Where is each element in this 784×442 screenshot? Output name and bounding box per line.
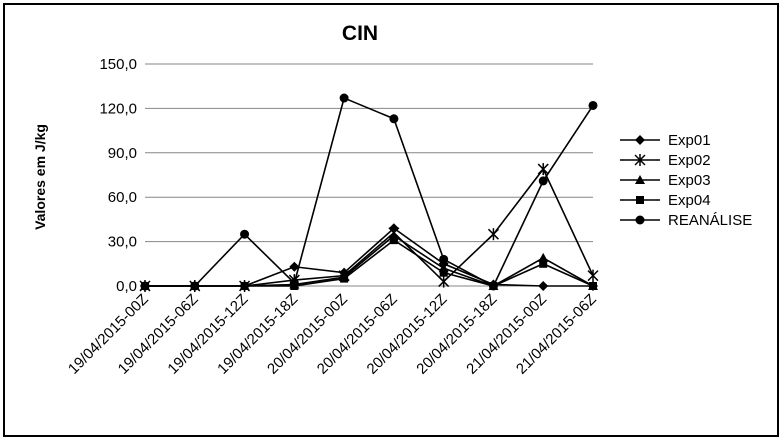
data-point-exp01 xyxy=(538,281,549,291)
legend-marker xyxy=(635,175,645,184)
legend-item-exp01: Exp01 xyxy=(620,132,711,149)
legend-label: Exp01 xyxy=(668,132,711,149)
data-point-exp04 xyxy=(340,274,349,283)
data-point-reanalise xyxy=(289,278,299,288)
legend-label: Exp04 xyxy=(668,192,711,209)
data-point-reanalise xyxy=(339,93,349,103)
data-point-reanalise xyxy=(389,114,399,124)
legend-marker xyxy=(634,154,646,166)
y-axis-label: Valores em J/kg xyxy=(32,124,48,230)
data-point-exp02 xyxy=(438,275,450,288)
series-lines xyxy=(139,93,599,292)
series-line-exp04 xyxy=(145,239,594,287)
y-tick-label: 150,0 xyxy=(99,56,137,73)
y-tick-label: 30,0 xyxy=(108,234,137,251)
data-point-exp04 xyxy=(389,236,398,245)
data-point-exp01 xyxy=(289,261,300,272)
data-point-reanalise xyxy=(190,281,200,291)
legend-item-exp04: Exp04 xyxy=(620,192,711,209)
data-point-reanalise xyxy=(140,281,150,291)
y-tick-label: 60,0 xyxy=(108,189,137,206)
chart-title: CIN xyxy=(342,22,378,45)
legend-item-reanalise: REANÁLISE xyxy=(620,212,752,229)
data-point-reanalise xyxy=(488,281,498,291)
legend-item-exp03: Exp03 xyxy=(620,172,711,189)
legend-marker xyxy=(635,215,645,225)
data-point-reanalise xyxy=(588,100,598,110)
legend-marker xyxy=(635,135,645,145)
series-line-reanalise xyxy=(145,96,594,288)
data-point-exp02 xyxy=(537,163,549,176)
legend-label: Exp02 xyxy=(668,152,711,169)
data-point-exp04 xyxy=(589,282,597,290)
series-exp04 xyxy=(141,236,597,290)
data-point-exp04 xyxy=(439,268,448,277)
series-reanalise xyxy=(140,93,598,291)
x-tick-labels: 19/04/2015-00Z19/04/2015-06Z19/04/2015-1… xyxy=(65,291,600,378)
legend-label: REANÁLISE xyxy=(668,212,752,229)
legend: Exp01 Exp02 Exp03 Exp04 REANÁLISE xyxy=(620,132,752,229)
data-point-exp04 xyxy=(539,259,548,268)
gridlines xyxy=(145,63,593,287)
y-tick-label: 0,0 xyxy=(116,278,137,295)
y-tick-labels: 0,0 30,0 60,0 90,0 120,0 150,0 xyxy=(99,56,137,295)
legend-marker xyxy=(636,196,644,204)
y-tick-label: 90,0 xyxy=(108,145,137,162)
data-point-reanalise xyxy=(439,254,449,264)
data-point-reanalise xyxy=(240,229,250,239)
data-point-reanalise xyxy=(538,176,548,186)
y-tick-label: 120,0 xyxy=(99,100,137,117)
legend-item-exp02: Exp02 xyxy=(620,152,711,169)
series-line-exp03 xyxy=(145,234,594,287)
data-point-exp04 xyxy=(240,282,249,290)
data-point-exp02 xyxy=(487,228,499,241)
legend-label: Exp03 xyxy=(668,172,711,189)
data-point-exp02 xyxy=(587,269,599,282)
data-point-exp03 xyxy=(538,252,549,262)
